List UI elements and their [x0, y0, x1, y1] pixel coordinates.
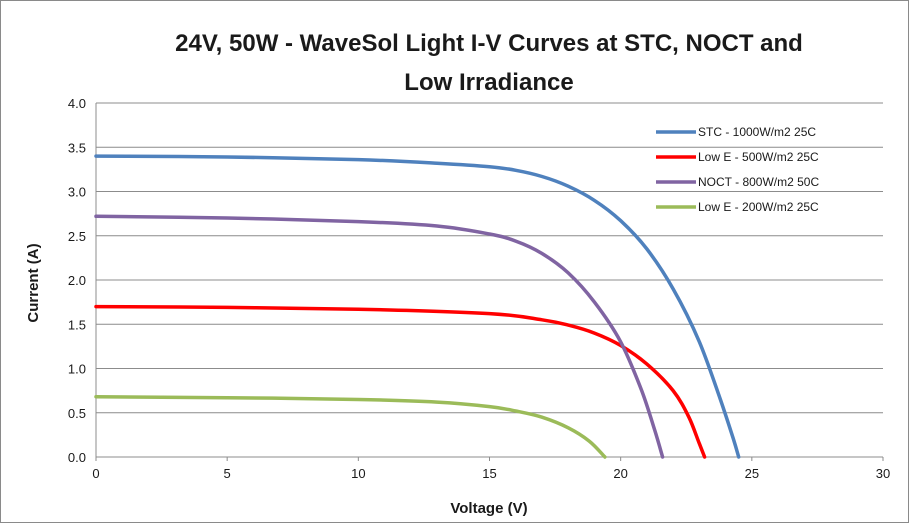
legend-label: Low E - 200W/m2 25C — [698, 200, 819, 214]
legend-label: STC - 1000W/m2 25C — [698, 125, 816, 139]
x-axis-title: Voltage (V) — [450, 500, 527, 517]
series-line-2 — [94, 304, 707, 459]
y-tick-label: 4.0 — [68, 96, 86, 111]
axis-ticks: 0.0 0.5 1.0 1.5 2.0 2.5 3.0 3.5 4.0 0 5 10 15 20 25 30 — [68, 96, 890, 481]
legend-label: Low E - 500W/m2 25C — [698, 150, 819, 164]
series-line-4 — [94, 395, 607, 459]
y-tick-label: 2.5 — [68, 229, 86, 244]
y-tick-label: 3.0 — [68, 185, 86, 200]
y-tick-label: 0.5 — [68, 406, 86, 421]
legend: STC - 1000W/m2 25C Low E - 500W/m2 25C NOC… — [656, 125, 819, 214]
legend-label: NOCT - 800W/m2 50C — [698, 175, 819, 189]
y-tick-label: 1.5 — [68, 317, 86, 332]
series-lines — [94, 154, 741, 459]
chart-title-line-1: 24V, 50W - WaveSol Light I-V Curves at S… — [175, 30, 803, 57]
series-line-3 — [94, 214, 665, 459]
x-tick-label: 30 — [876, 466, 890, 481]
y-tick-label: 0.0 — [68, 450, 86, 465]
x-tick-label: 25 — [745, 466, 759, 481]
x-tick-label: 15 — [482, 466, 496, 481]
chart-title-line-2: Low Irradiance — [404, 69, 573, 96]
x-tick-label: 5 — [224, 466, 231, 481]
y-tick-label: 2.0 — [68, 273, 86, 288]
y-axis-title: Current (A) — [25, 243, 42, 322]
x-tick-label: 0 — [92, 466, 99, 481]
series-line-1 — [94, 154, 741, 459]
y-tick-label: 3.5 — [68, 140, 86, 155]
x-tick-label: 10 — [351, 466, 365, 481]
x-tick-label: 20 — [613, 466, 627, 481]
y-tick-label: 1.0 — [68, 362, 86, 377]
